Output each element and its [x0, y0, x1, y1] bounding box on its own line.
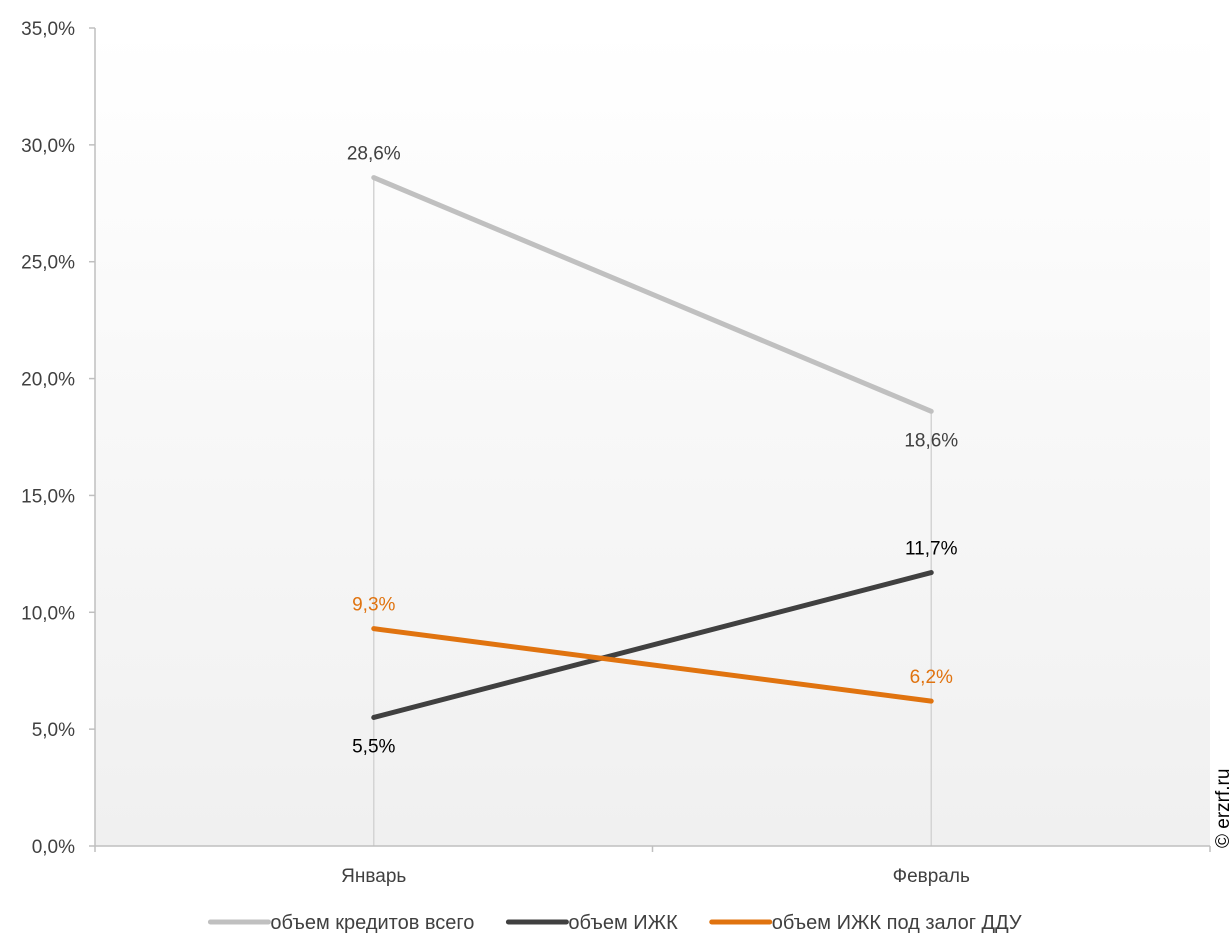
y-tick-label: 15,0% [21, 486, 75, 507]
data-label: 5,5% [352, 736, 395, 757]
series-line [371, 570, 934, 720]
y-tick-label: 0,0% [32, 837, 75, 858]
data-label: 18,6% [904, 430, 958, 451]
legend-label: объем ИЖК под залог ДДУ [772, 912, 1022, 934]
y-tick-label: 30,0% [21, 136, 75, 157]
y-tick-label: 5,0% [32, 720, 75, 741]
series-line [371, 626, 934, 704]
data-label: 9,3% [352, 595, 395, 616]
x-tick-label: Январь [341, 866, 406, 887]
plot-area [95, 28, 1210, 846]
data-label: 11,7% [905, 539, 958, 560]
data-label: 6,2% [910, 667, 953, 688]
y-tick-label: 10,0% [21, 603, 75, 624]
y-tick-label: 25,0% [21, 253, 75, 274]
y-tick-label: 35,0% [21, 19, 75, 40]
watermark: © erzrf.ru [1213, 769, 1232, 848]
series-line [371, 175, 934, 414]
legend-label: объем кредитов всего [270, 912, 474, 934]
x-tick-label: Февраль [893, 866, 970, 887]
legend-label: объем ИЖК [568, 912, 678, 934]
y-tick-label: 20,0% [21, 370, 75, 391]
data-label: 28,6% [347, 144, 401, 165]
